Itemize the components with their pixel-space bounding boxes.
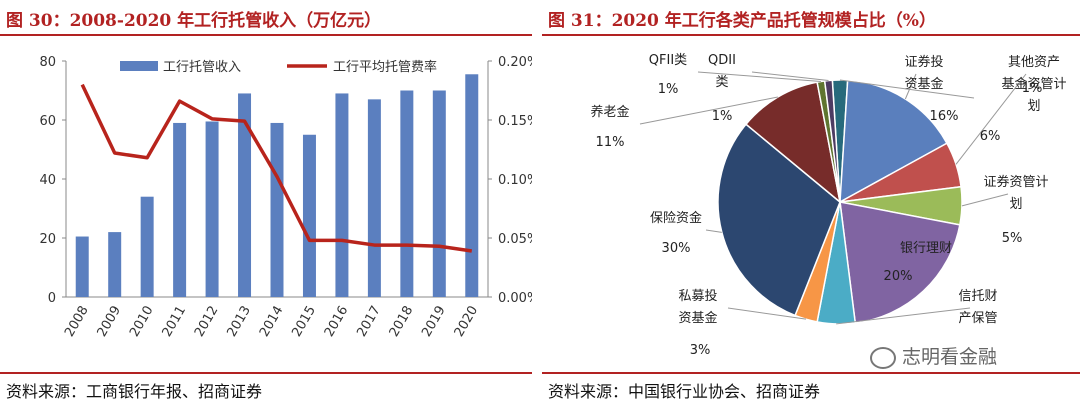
leader-line (836, 307, 971, 325)
bar-revenue-2020 (465, 74, 479, 298)
pie-label: 养老金 (590, 104, 629, 120)
bar-revenue-2019 (432, 90, 446, 297)
pie-chart: 证券投资基金16%其他资产基金资管计划6%证券资管计划5%银行理财20%信托财产… (590, 53, 1066, 358)
right-tick-label: 0.15% (498, 114, 532, 129)
leader-line (639, 96, 778, 125)
pie-label: 证券投 (904, 54, 943, 70)
left-panel: 图 30：2008-2020 年工行托管收入（万亿元） 0 20 40 60 80 0.0… (0, 0, 532, 404)
right-source: 资料来源：中国银行业协会、招商证券 (548, 382, 821, 401)
bar-revenue-2009 (108, 232, 122, 297)
x-tick-label: 2011 (160, 304, 190, 340)
x-tick-label: 2020 (452, 304, 482, 340)
left-tick-label: 20 (39, 232, 56, 247)
left-tick-label: 80 (39, 55, 56, 70)
left-tick-label: 60 (39, 114, 56, 129)
bar-revenue-2013 (238, 93, 252, 297)
leader-line (727, 307, 807, 320)
legend-label-bar: 工行托管收入 (163, 60, 241, 75)
pie-label: QDII (708, 53, 736, 68)
watermark: 志明看金融 (870, 342, 997, 369)
x-tick-label: 2018 (387, 304, 417, 340)
leader-line (904, 73, 917, 100)
right-panel: 图 31：2020 年工行各类产品托管规模占比（%） 证券投资基金 16% 其他资产… (542, 0, 1080, 404)
pie-label: 基金资管计 (1001, 76, 1066, 92)
pie-label: 划 (1027, 99, 1040, 114)
pie-pct-label: 16% (930, 109, 959, 124)
bar-revenue-2014 (270, 122, 284, 297)
bar-revenue-2011 (173, 122, 187, 297)
pie-label: QFII类 (649, 53, 687, 68)
x-tick-label: 2009 (95, 304, 125, 340)
bar-revenue-2016 (335, 93, 349, 297)
pie-label: 资基金 (678, 310, 717, 326)
right-tick-label: 0.05% (498, 232, 532, 247)
pie-slice-9 (823, 79, 841, 203)
bar-line-chart: 0204060800.00%0.05%0.10%0.15%0.20%200820… (39, 55, 532, 340)
legend-swatch-bar (120, 61, 158, 71)
leader-line (839, 79, 975, 99)
right-chart-title: 图 31：2020 年工行各类产品托管规模占比（%） (548, 11, 936, 31)
x-tick-label: 2019 (419, 304, 449, 340)
pie-pct-label: 11% (596, 135, 625, 150)
bar-revenue-2010 (140, 196, 154, 297)
watermark-text: 志明看金融 (902, 346, 998, 368)
pie-label: 信托财 (958, 289, 997, 304)
pie-label: 私募投 (678, 288, 717, 304)
x-tick-label: 2010 (127, 304, 157, 340)
pie-pct-label: 1% (658, 82, 679, 97)
bar-revenue-2015 (302, 134, 316, 297)
pie-pct-label: 30% (662, 241, 691, 256)
x-tick-label: 2012 (192, 304, 222, 340)
pie-pct-label: 6% (980, 129, 1001, 144)
x-tick-label: 2016 (322, 304, 352, 340)
right-tick-label: 0.10% (498, 173, 532, 188)
x-tick-label: 2013 (224, 304, 254, 340)
leader-line (697, 71, 821, 83)
leader-line (955, 73, 1027, 165)
pie-label: 银行理财 (900, 241, 952, 256)
pie-pct-label: 20% (884, 269, 913, 284)
right-tick-label: 0.20% (498, 55, 532, 70)
pie-pct-label: 3% (690, 343, 711, 358)
legend-label-line: 工行平均托管费率 (333, 59, 437, 75)
right-title-rule (542, 34, 1080, 36)
left-title-rule (0, 34, 532, 36)
bar-revenue-2018 (400, 90, 414, 297)
right-tick-label: 0.00% (498, 291, 532, 306)
pie-label: 划 (1009, 197, 1022, 212)
pie-label: 产保管 (958, 311, 997, 326)
pie-slice-0 (839, 79, 948, 204)
right-source-rule (542, 372, 1080, 374)
x-tick-label: 2017 (354, 304, 384, 340)
bar-revenue-2017 (367, 99, 381, 297)
pie-label: 保险资金 (650, 210, 702, 226)
left-tick-label: 0 (48, 291, 56, 306)
leader-line (961, 193, 1009, 207)
pie-label: 类 (715, 75, 728, 90)
x-tick-label: 2008 (62, 304, 92, 340)
left-source: 资料来源：工商银行年报、招商证券 (6, 382, 263, 401)
pie-pct-label: 5% (1002, 231, 1023, 246)
left-source-rule (0, 372, 532, 374)
bar-revenue-2008 (75, 236, 89, 297)
left-chart-title: 图 30：2008-2020 年工行托管收入（万亿元） (6, 11, 382, 31)
x-tick-label: 2015 (289, 304, 319, 340)
pie-pct-label: 1% (712, 109, 733, 124)
pie-label: 资基金 (904, 76, 943, 92)
wechat-icon (870, 346, 896, 369)
pie-label: 证券资管计 (983, 174, 1048, 190)
x-tick-label: 2014 (257, 304, 287, 340)
leader-line (751, 71, 829, 82)
pie-slice-6 (717, 123, 841, 317)
pie-pct-label: 1% (1022, 81, 1043, 96)
pie-label: 其他资产 (1008, 55, 1060, 70)
bar-revenue-2012 (205, 121, 219, 297)
left-tick-label: 40 (39, 173, 56, 188)
leader-line (705, 229, 722, 233)
